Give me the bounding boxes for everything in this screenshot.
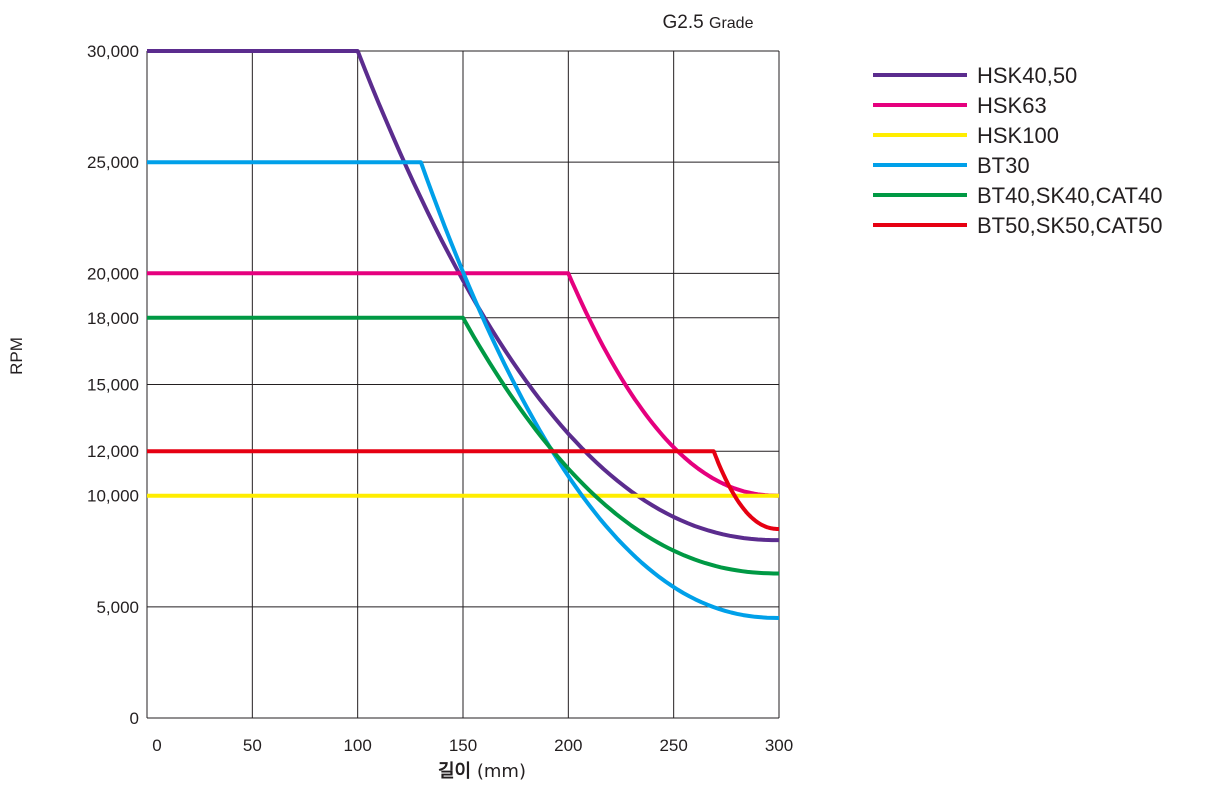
y-tick-label: 18,000: [87, 309, 139, 328]
x-tick-label: 300: [765, 736, 793, 755]
series-line-1: [147, 49, 779, 543]
x-tick-labels: 0 50 100 150 200 250 300: [152, 736, 793, 755]
y-tick-labels: 0 5,000 10,000 12,000 15,000 18,000 20,000 25,0…: [87, 42, 139, 728]
x-tick-label: 100: [343, 736, 371, 755]
y-tick-label: 15,000: [87, 376, 139, 395]
legend-label: BT30: [977, 153, 1030, 178]
y-tick-label: 30,000: [87, 42, 139, 61]
y-tick-label: 10,000: [87, 487, 139, 506]
y-tick-label: 0: [130, 709, 139, 728]
legend-label: HSK40,50: [977, 63, 1077, 88]
x-tick-label: 50: [243, 736, 262, 755]
legend-label: BT40,SK40,CAT40: [977, 183, 1162, 208]
legend-label: BT50,SK50,CAT50: [977, 213, 1162, 238]
x-axis-label: 길이 (mm): [438, 760, 526, 782]
y-tick-label: 20,000: [87, 264, 139, 283]
chart-subtitle: G2.5 Grade: [663, 12, 754, 33]
legend-label: HSK100: [977, 123, 1059, 148]
grid-lines: [146, 50, 780, 719]
series-lines: [147, 49, 780, 620]
x-tick-label: 200: [554, 736, 582, 755]
series-line-5: [147, 315, 779, 576]
x-tick-label: 150: [449, 736, 477, 755]
y-tick-label: 12,000: [87, 442, 139, 461]
y-tick-label: 5,000: [96, 598, 139, 617]
legend-label: HSK63: [977, 93, 1047, 118]
legend: HSK40,50 HSK63 HSK100 BT30 BT40,SK40,CAT40 BT…: [873, 63, 1162, 238]
x-tick-label: 0: [152, 736, 161, 755]
y-tick-label: 25,000: [87, 153, 139, 172]
y-axis-label: RPM: [7, 337, 26, 375]
series-line-6: [147, 449, 780, 531]
series-line-4: [147, 160, 780, 620]
series-line-2: [147, 271, 780, 498]
x-tick-label: 250: [659, 736, 687, 755]
